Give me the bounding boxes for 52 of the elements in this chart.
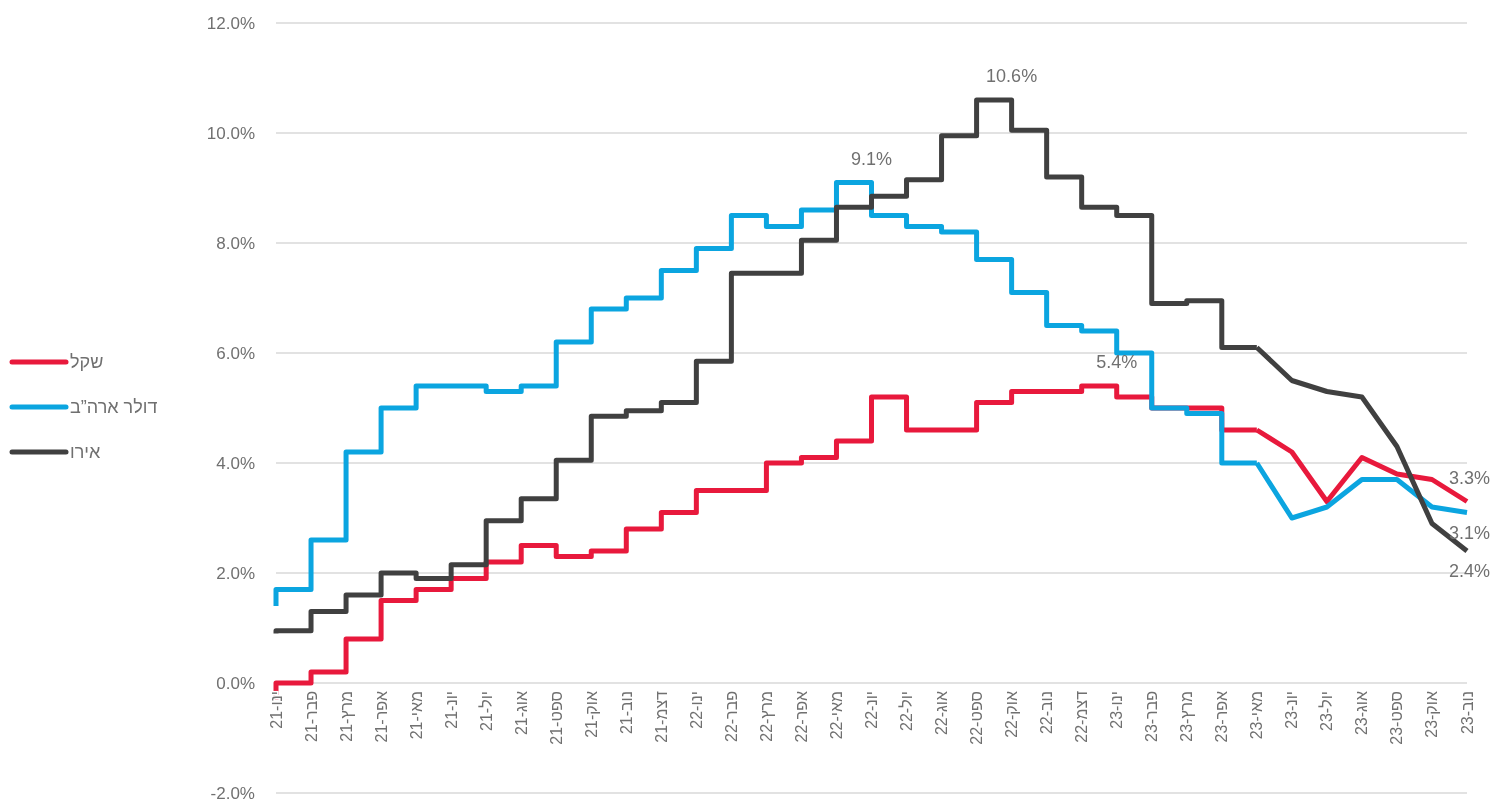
x-tick-label: אוג-23 [1353,691,1371,736]
x-tick-label: ינו-21 [267,691,285,729]
legend-label: אירו [70,442,101,462]
y-tick-label: -2.0% [210,783,255,803]
y-tick-label: 0.0% [216,673,255,693]
x-tick-label: ספט-23 [1388,691,1406,745]
x-tick-label: ספט-21 [547,691,565,745]
x-tick-label: נוב-21 [617,691,635,735]
x-tick-label: נוב-23 [1458,691,1476,735]
x-tick-label: יול-21 [477,691,495,731]
y-tick-label: 4.0% [216,453,255,473]
x-tick-label: מאי-23 [1248,691,1266,740]
x-tick-label: ינו-23 [1108,691,1126,729]
x-tick-label: אפר-22 [792,691,810,743]
x-tick-label: אפר-21 [372,691,390,743]
annotation: 10.6% [986,66,1038,86]
x-tick-label: מרץ-21 [337,691,355,742]
x-tick-label: דצמ-21 [652,690,670,743]
x-tick-label: ינו-22 [687,691,705,729]
x-tick-label: אפר-23 [1213,691,1231,743]
x-tick-label: מרץ-22 [757,691,775,742]
x-tick-label: יול-22 [898,691,916,731]
y-tick-label: 6.0% [216,343,255,363]
x-tick-label: דצמ-22 [1073,690,1091,743]
x-tick-label: אוק-22 [1003,691,1021,738]
legend-label: שקל [70,352,104,372]
annotation: 5.4% [1096,352,1138,372]
x-tick-label: אוק-21 [582,691,600,738]
x-tick-label: יונ-22 [863,691,880,729]
x-tick-label: פבר-23 [1143,691,1161,742]
annotation: 9.1% [850,148,893,169]
y-tick-label: 10.0% [206,123,255,143]
x-tick-label: יונ-21 [442,691,460,729]
x-tick-label: אוג-22 [933,691,951,736]
y-tick-label: 2.0% [216,563,255,583]
y-tick-label: 8.0% [216,233,255,253]
x-tick-label: אוק-23 [1423,691,1441,738]
x-tick-label: אוג-21 [512,691,530,736]
annotation: 2.4% [1448,561,1490,581]
x-tick-label: פבר-21 [302,691,320,742]
x-tick-label: מאי-22 [827,691,845,740]
y-tick-label: 12.0% [206,13,255,33]
annotation: 3.3% [1448,467,1490,488]
annotation: 3.1% [1448,522,1490,543]
legend-label: דולר ארה”ב [70,397,158,417]
x-tick-label: ספט-22 [968,691,986,745]
x-tick-label: מרץ-23 [1178,691,1196,742]
x-tick-label: יונ-23 [1283,691,1301,729]
x-tick-label: מאי-21 [407,691,425,740]
x-tick-label: יול-23 [1318,691,1336,731]
x-tick-label: פבר-22 [722,691,740,742]
x-tick-label: נוב-22 [1038,691,1056,735]
